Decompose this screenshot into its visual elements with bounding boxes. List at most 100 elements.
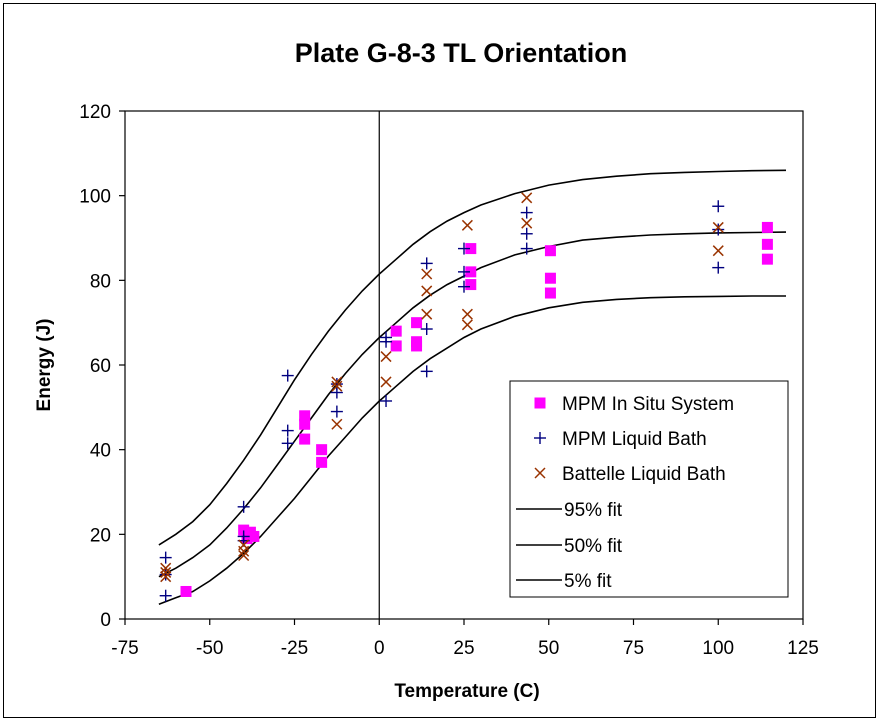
plus-marker	[380, 335, 393, 348]
legend-box	[509, 380, 789, 598]
plus-marker	[458, 265, 470, 278]
plus-marker	[159, 551, 172, 564]
y-tick-label: 0	[100, 610, 111, 631]
square-marker	[411, 317, 423, 329]
plus-marker	[237, 500, 250, 513]
x-tick-label: 75	[623, 638, 644, 659]
square-marker	[390, 325, 402, 337]
plus-marker	[712, 223, 725, 236]
y-axis-title: Energy (J)	[34, 319, 55, 412]
square-marker	[299, 418, 311, 430]
square-marker	[761, 253, 773, 265]
x-marker	[160, 562, 172, 574]
fit-line-2	[158, 231, 787, 578]
x-marker	[461, 219, 473, 231]
y-axis-ticks: 0 20 40 60 80 100 120	[79, 102, 125, 631]
plus-marker	[420, 365, 433, 378]
square-marker	[316, 444, 328, 456]
x-tick-label: 125	[787, 638, 819, 659]
plus-marker	[281, 437, 294, 450]
x-tick-label: -75	[111, 638, 138, 659]
x-marker	[331, 380, 343, 392]
square-marker	[299, 410, 311, 422]
x-marker	[238, 549, 250, 562]
plus-marker	[712, 261, 725, 274]
x-tick-label: 0	[374, 638, 385, 659]
x-marker	[421, 308, 433, 320]
plus-marker	[159, 589, 172, 602]
fit-line-1	[158, 169, 787, 546]
plus-marker	[330, 405, 343, 418]
plus-marker	[159, 568, 172, 581]
square-marker	[761, 221, 773, 233]
y-tick-label: 100	[79, 187, 111, 208]
y-tick-label: 20	[90, 525, 111, 546]
plus-marker	[380, 394, 393, 407]
x-tick-label: -50	[196, 638, 223, 659]
plus-marker	[458, 280, 470, 293]
plus-marker	[458, 242, 470, 255]
square-marker	[390, 340, 402, 352]
plus-marker	[420, 323, 433, 336]
square-marker	[465, 279, 477, 291]
data-markers	[159, 192, 773, 602]
square-marker	[465, 266, 477, 278]
x-tick-label: 25	[453, 638, 474, 659]
plus-marker	[520, 206, 533, 219]
x-marker	[238, 545, 250, 557]
fit-lines	[158, 169, 787, 605]
x-marker	[521, 217, 533, 229]
x-marker	[421, 268, 433, 280]
x-marker	[461, 319, 473, 331]
square-marker	[544, 245, 556, 257]
square-marker	[316, 456, 328, 468]
square-marker	[299, 433, 311, 445]
plus-marker	[712, 200, 725, 213]
x-marker	[712, 245, 724, 257]
x-axis-title: Temperature (C)	[394, 681, 539, 702]
square-marker	[248, 530, 260, 542]
legend-plus-icon	[534, 432, 546, 444]
x-marker	[160, 571, 172, 583]
x-tick-label: -25	[281, 638, 308, 659]
legend-label: 50% fit	[564, 536, 623, 557]
x-marker	[421, 285, 433, 297]
plus-marker	[420, 257, 433, 270]
square-marker	[241, 533, 253, 545]
y-tick-label: 40	[90, 441, 111, 462]
square-marker	[180, 585, 192, 597]
fit-line-3	[158, 295, 786, 605]
square-marker	[544, 287, 556, 299]
x-marker	[712, 221, 724, 233]
legend-square-icon	[534, 397, 546, 409]
x-marker	[380, 351, 392, 363]
plus-marker	[520, 227, 533, 240]
legend-label: MPM Liquid Bath	[562, 429, 707, 450]
legend-label: 5% fit	[564, 571, 612, 592]
x-marker	[380, 376, 392, 388]
plus-marker	[281, 424, 294, 437]
x-tick-label: 50	[538, 638, 559, 659]
x-marker	[461, 308, 473, 320]
legend-label: Battelle Liquid Bath	[562, 464, 726, 485]
square-marker	[544, 272, 556, 284]
plus-marker	[281, 369, 294, 382]
x-axis-ticks: -75 -50 -25 0 25 50 75 100 125	[111, 619, 819, 659]
x-marker	[331, 418, 343, 430]
square-marker	[238, 524, 250, 536]
y-tick-label: 120	[79, 102, 111, 123]
plus-marker	[520, 242, 533, 255]
plus-marker	[330, 386, 343, 399]
legend: MPM In Situ System MPM Liquid Bath Battell…	[509, 380, 789, 598]
legend-label: MPM In Situ System	[562, 394, 734, 415]
x-marker	[331, 376, 343, 388]
y-tick-label: 60	[90, 356, 111, 377]
square-marker	[761, 238, 773, 250]
x-tick-label: 100	[702, 638, 734, 659]
y-tick-label: 80	[90, 271, 111, 292]
square-marker	[411, 340, 423, 352]
x-marker	[160, 566, 172, 578]
square-marker	[465, 243, 477, 255]
x-marker	[521, 192, 533, 204]
